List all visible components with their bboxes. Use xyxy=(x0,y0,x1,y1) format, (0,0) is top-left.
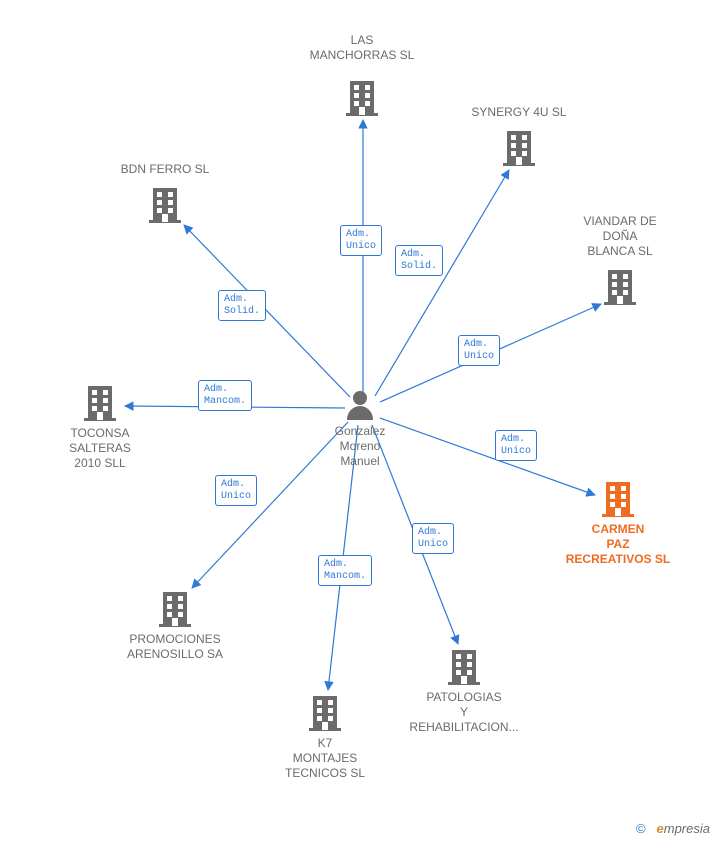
building-icon xyxy=(305,692,345,737)
network-diagram: { "canvas": { "width": 728, "height": 85… xyxy=(0,0,728,850)
edge-label: Adm. Mancom. xyxy=(198,380,252,411)
copyright-symbol: © xyxy=(636,821,646,836)
edge-label: Adm. Unico xyxy=(412,523,454,554)
building-icon xyxy=(145,184,185,229)
company-node-label: PROMOCIONES ARENOSILLO SA xyxy=(95,632,255,662)
brand-first-letter: e xyxy=(657,821,664,836)
building-icon xyxy=(342,77,382,122)
edge-label: Adm. Unico xyxy=(340,225,382,256)
building-icon xyxy=(80,382,120,427)
company-node-label: SYNERGY 4U SL xyxy=(439,105,599,120)
edge-label: Adm. Unico xyxy=(458,335,500,366)
company-node-label: CARMEN PAZ RECREATIVOS SL xyxy=(538,522,698,567)
company-node-label: PATOLOGIAS Y REHABILITACION... xyxy=(384,690,544,735)
person-icon xyxy=(343,388,377,427)
edge-label: Adm. Unico xyxy=(215,475,257,506)
building-icon xyxy=(155,588,195,633)
center-node-label: Gonzalez Moreno Manuel xyxy=(300,424,420,469)
company-node-label: VIANDAR DE DOÑA BLANCA SL xyxy=(540,214,700,259)
edge-label: Adm. Unico xyxy=(495,430,537,461)
edge-line xyxy=(184,225,350,397)
building-icon xyxy=(600,266,640,311)
building-icon xyxy=(499,127,539,172)
copyright: © empresia xyxy=(636,821,710,836)
edge-label: Adm. Mancom. xyxy=(318,555,372,586)
edge-label: Adm. Solid. xyxy=(218,290,266,321)
brand-rest: mpresia xyxy=(664,821,710,836)
company-node-label: BDN FERRO SL xyxy=(85,162,245,177)
company-node-label: TOCONSA SALTERAS 2010 SLL xyxy=(20,426,180,471)
company-node-label: LAS MANCHORRAS SL xyxy=(282,33,442,63)
company-node-label: K7 MONTAJES TECNICOS SL xyxy=(245,736,405,781)
building-icon xyxy=(444,646,484,691)
building-icon xyxy=(598,478,638,523)
edge-label: Adm. Solid. xyxy=(395,245,443,276)
